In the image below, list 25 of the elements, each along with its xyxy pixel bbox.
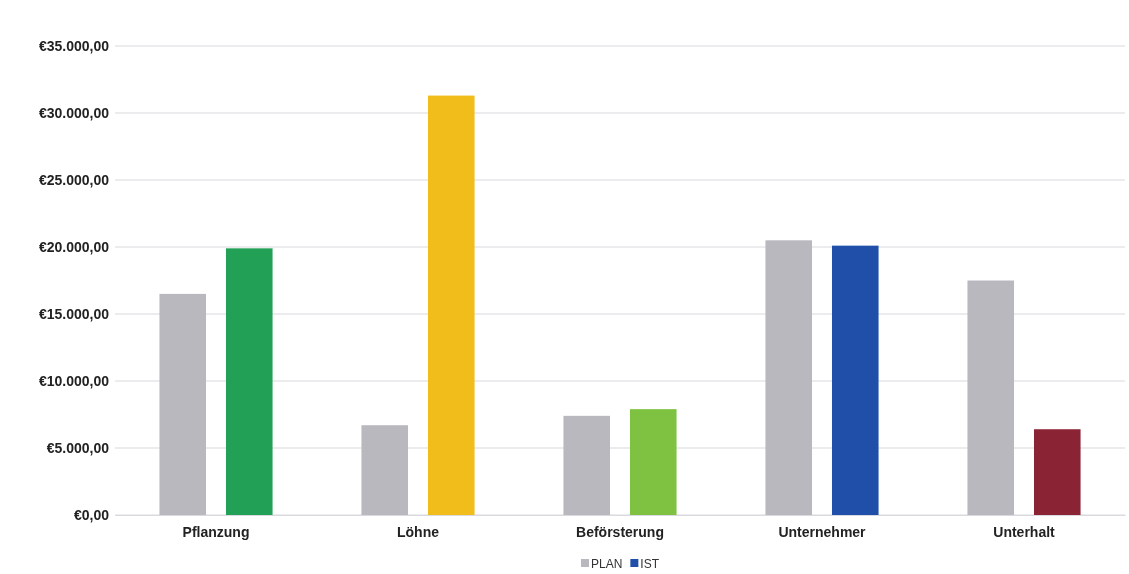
bar [159,293,207,515]
bar [629,409,677,515]
y-tick-label: €35.000,00 [38,37,110,54]
bar [765,240,813,515]
y-tick-label: €30.000,00 [38,104,110,121]
legend-label: PLAN [590,557,623,571]
x-tick-label: Unternehmer [778,523,867,540]
bar [361,425,409,515]
bar [225,248,273,515]
bar [427,95,475,515]
x-tick-label: Beförsterung [576,523,664,540]
y-tick-label: €15.000,00 [38,305,110,322]
y-tick-label: €5.000,00 [46,439,110,456]
bar [831,245,879,515]
y-tick-label: €10.000,00 [38,372,110,389]
x-tick-label: Pflanzung [182,523,250,540]
y-tick-label: €20.000,00 [38,238,110,255]
x-tick-label: Löhne [397,523,440,540]
x-tick-label: Unterhalt [993,523,1056,540]
bar [563,415,611,515]
bar [1033,429,1081,515]
y-tick-label: €0,00 [73,506,110,523]
legend-label: IST [640,557,660,571]
bar [967,280,1015,515]
y-tick-label: €25.000,00 [38,171,110,188]
